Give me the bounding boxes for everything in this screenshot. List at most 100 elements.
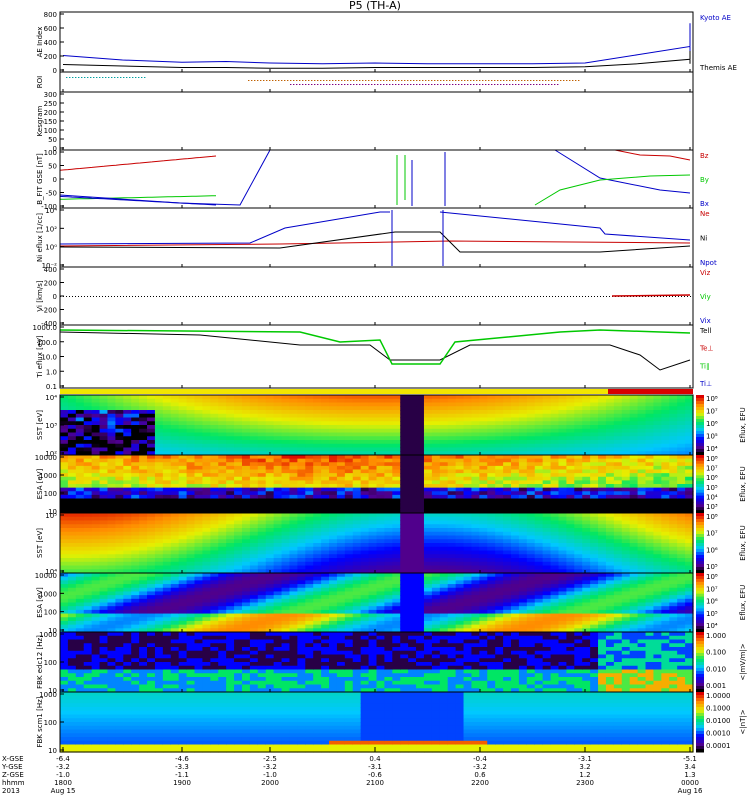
heatmap-cell <box>629 494 639 500</box>
heatmap-cell <box>154 620 164 626</box>
heatmap-cell <box>202 480 211 485</box>
heatmap-cell <box>526 624 536 629</box>
heatmap-cell <box>352 550 362 555</box>
heatmap-cell <box>249 606 259 611</box>
heatmap-cell <box>91 443 101 449</box>
heatmap-cell <box>518 498 528 503</box>
heatmap-cell <box>416 402 425 407</box>
heatmap-cell <box>329 543 338 548</box>
heatmap-cell <box>241 624 251 629</box>
heatmap-cell <box>305 469 314 474</box>
heatmap-cell <box>344 591 354 596</box>
heatmap-cell <box>598 598 607 604</box>
heatmap-cell <box>463 550 473 555</box>
heatmap-cell <box>590 406 599 411</box>
heatmap-cell <box>234 413 243 419</box>
heatmap-cell <box>257 480 267 485</box>
heatmap-cell <box>431 480 441 485</box>
heatmap-cell <box>352 587 362 593</box>
heatmap-cell <box>75 591 85 596</box>
heatmap-cell <box>534 609 544 615</box>
heatmap-cell <box>542 406 552 411</box>
heatmap-cell <box>162 402 172 407</box>
heatmap-cell <box>202 524 211 529</box>
heatmap-cell <box>257 546 267 552</box>
heatmap-cell <box>336 462 346 467</box>
heatmap-cell <box>123 565 132 570</box>
heatmap-cell <box>249 465 259 471</box>
heatmap-cell <box>685 524 694 529</box>
heatmap-cell <box>471 494 480 500</box>
heatmap-cell <box>352 546 362 552</box>
heatmap-cell <box>170 455 180 460</box>
heatmap-cell <box>455 602 465 607</box>
heatmap-cell <box>115 550 124 555</box>
heatmap-cell <box>518 473 528 478</box>
heatmap-cell <box>487 476 496 481</box>
heatmap-cell <box>598 428 607 434</box>
heatmap-cell <box>566 491 575 496</box>
heatmap-cell <box>186 617 196 622</box>
heatmap-cell <box>281 494 291 500</box>
heatmap-cell <box>60 565 69 570</box>
heatmap-cell <box>83 539 93 544</box>
heatmap-cell <box>234 491 243 496</box>
heatmap-cell <box>297 509 306 514</box>
heatmap-cell <box>91 487 101 492</box>
heatmap-cell <box>455 584 465 589</box>
heatmap-cell <box>447 462 457 467</box>
heatmap-cell <box>392 520 401 525</box>
heatmap-cell <box>83 505 93 510</box>
heatmap-cell <box>392 502 401 507</box>
heatmap-cell <box>471 462 480 467</box>
heatmap-cell <box>83 425 93 430</box>
heatmap-cell <box>75 451 85 456</box>
heatmap-cell <box>669 402 678 407</box>
heatmap-cell <box>91 620 101 626</box>
heatmap-cell <box>265 484 275 489</box>
heatmap-cell <box>677 528 686 533</box>
heatmap-cell <box>447 398 457 404</box>
heatmap-cell <box>249 462 259 467</box>
heatmap-cell <box>218 440 227 445</box>
heatmap-cell <box>621 609 631 615</box>
heatmap-cell <box>471 436 480 441</box>
heatmap-cell <box>653 531 662 537</box>
heatmap-cell <box>257 410 267 415</box>
heatmap-cell <box>131 628 140 633</box>
heatmap-cell <box>210 595 219 600</box>
heatmap-cell <box>321 458 330 463</box>
heatmap-cell <box>558 491 567 496</box>
heatmap-cell <box>218 591 227 596</box>
heatmap-cell <box>218 425 227 430</box>
heatmap-cell <box>503 491 512 496</box>
heatmap-cell <box>669 465 678 471</box>
heatmap-cell <box>178 576 188 581</box>
heatmap-cell <box>408 513 417 518</box>
heatmap-cell <box>645 569 655 574</box>
heatmap-cell <box>368 524 378 529</box>
heatmap-cell <box>613 458 623 463</box>
heatmap-cell <box>368 539 378 544</box>
heatmap-cell <box>384 491 393 496</box>
heatmap-cell <box>598 516 607 522</box>
heatmap-cell <box>661 451 670 456</box>
heatmap-cell <box>257 595 267 600</box>
heatmap-cell <box>289 455 298 460</box>
heatmap-cell <box>392 491 401 496</box>
heatmap-cell <box>590 595 599 600</box>
heatmap-cell <box>463 565 473 570</box>
heatmap-cell <box>91 613 101 618</box>
heatmap-cell <box>115 473 124 478</box>
heatmap-cell <box>431 587 441 593</box>
heatmap-cell <box>455 455 465 460</box>
heatmap-cell <box>170 428 180 434</box>
heatmap-cell <box>558 410 567 415</box>
heatmap-cell <box>154 436 164 441</box>
heatmap-cell <box>313 469 322 474</box>
heatmap-cell <box>115 573 124 578</box>
heatmap-cell <box>289 440 298 445</box>
heatmap-cell <box>621 624 631 629</box>
heatmap-cell <box>582 531 591 537</box>
heatmap-cell <box>495 410 504 415</box>
